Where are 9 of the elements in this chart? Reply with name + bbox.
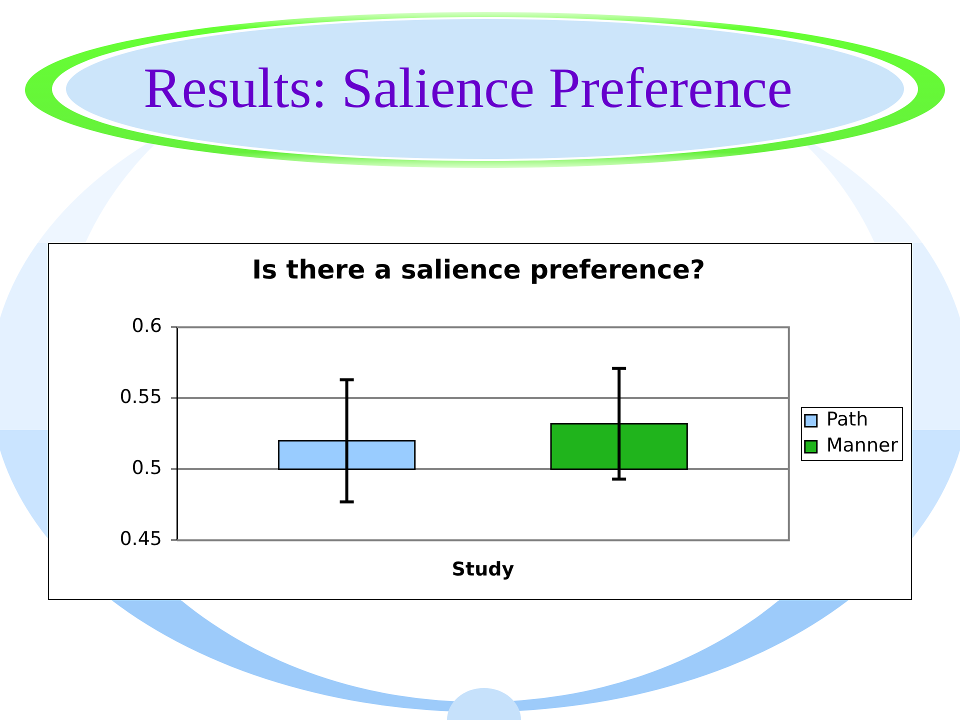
chart-title: Results: Salience Preference	[142, 56, 794, 122]
y-tick-label: 0.6	[132, 315, 162, 338]
y-tick-label: 0.45	[120, 528, 162, 550]
y-tick-label: 0.5	[132, 457, 162, 480]
legend-label: Manner	[826, 434, 898, 457]
x-axis-title: Study	[452, 558, 515, 581]
y-tick-label: 0.55	[120, 386, 162, 408]
legend-label: Path	[826, 408, 868, 431]
chart-subtitle: Is there a salience preference?	[252, 255, 706, 286]
